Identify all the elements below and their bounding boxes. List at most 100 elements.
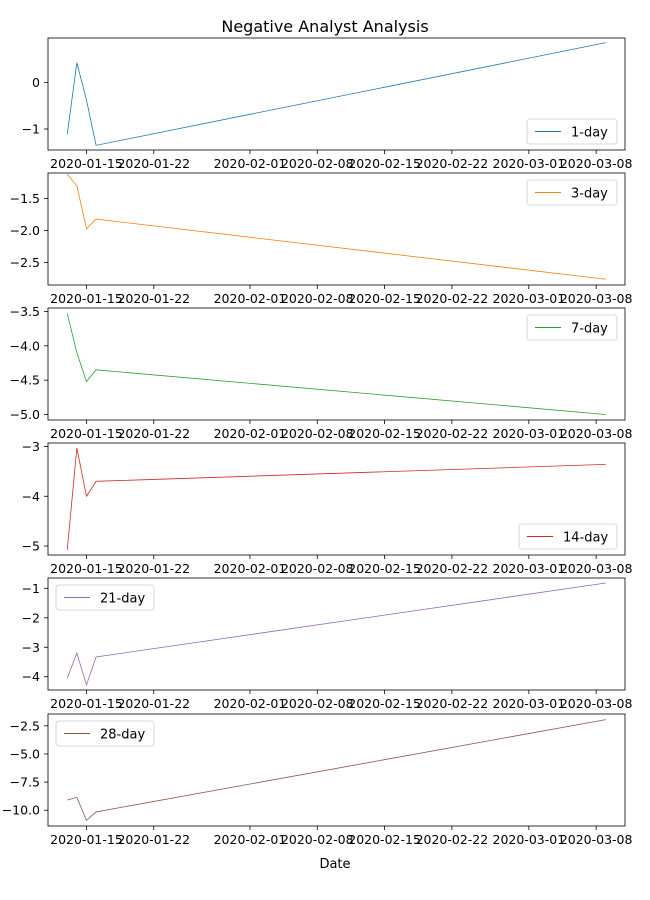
series-line-28-day [67, 719, 606, 822]
series-line-3-day [66, 174, 606, 280]
x-tick-label: 2020-03-08 [560, 832, 633, 847]
x-tick-label: 2020-02-15 [348, 561, 421, 576]
y-tick-label: 0 [32, 75, 40, 90]
x-tick-label: 2020-02-15 [348, 696, 421, 711]
x-tick-label: 2020-02-22 [416, 291, 489, 306]
y-tick-label: −1 [22, 581, 40, 596]
legend-box [526, 179, 618, 206]
legend-entry-label: 7-day [571, 322, 608, 337]
x-tick-label: 2020-03-01 [493, 561, 566, 576]
x-tick-label: 2020-01-15 [50, 426, 123, 441]
x-tick-label: 2020-01-22 [117, 696, 190, 711]
y-tick-label: −4 [22, 489, 40, 504]
x-tick-label: 2020-01-15 [50, 696, 123, 711]
legend: 1-day [526, 118, 618, 145]
y-tick-label: −10.0 [2, 803, 40, 818]
legend-entry-label: 21-day [100, 592, 145, 607]
x-tick-label: 2020-02-22 [416, 561, 489, 576]
y-tick-label: −1.5 [10, 191, 40, 206]
axes-frame [47, 37, 626, 151]
x-tick-label: 2020-03-01 [493, 832, 566, 847]
legend-entry-label: 14-day [563, 531, 608, 546]
y-tick-label: −3.5 [10, 304, 40, 319]
x-tick-label: 2020-02-01 [214, 156, 287, 171]
series-line-14-day [66, 447, 606, 551]
y-tick-label: −2.5 [10, 718, 40, 733]
x-tick-label: 2020-03-08 [560, 291, 633, 306]
x-tick-label: 2020-02-22 [416, 426, 489, 441]
x-tick-label: 2020-03-08 [560, 561, 633, 576]
y-tick-label: −4.0 [10, 338, 40, 353]
axes-frame [47, 713, 626, 827]
legend: 21-day [55, 584, 155, 611]
legend: 3-day [526, 179, 618, 206]
x-tick-label: 2020-02-22 [416, 156, 489, 171]
y-tick-label: −5 [22, 539, 40, 554]
legend: 28-day [55, 720, 155, 747]
y-tick-label: −3 [22, 640, 40, 655]
legend: 14-day [518, 523, 618, 550]
x-tick-label: 2020-01-15 [50, 156, 123, 171]
x-tick-label: 2020-01-22 [117, 832, 190, 847]
x-tick-label: 2020-03-01 [493, 696, 566, 711]
y-tick-label: −5.0 [10, 407, 40, 422]
x-tick-label: 2020-03-01 [493, 426, 566, 441]
y-tick-label: −2.5 [10, 255, 40, 270]
x-tick-label: 2020-02-22 [416, 832, 489, 847]
legend-box [55, 584, 155, 611]
y-tick-label: −1 [22, 122, 40, 137]
x-tick-label: 2020-02-08 [281, 832, 354, 847]
axes-frame [47, 442, 626, 556]
x-tick-label: 2020-03-08 [560, 426, 633, 441]
x-tick-label: 2020-02-22 [416, 696, 489, 711]
y-tick-label: −3 [22, 439, 40, 454]
y-tick-label: −2.0 [10, 223, 40, 238]
x-tick-label: 2020-03-08 [560, 696, 633, 711]
x-tick-label: 2020-02-01 [214, 561, 287, 576]
series-line-7-day [66, 313, 606, 415]
x-tick-label: 2020-02-15 [348, 156, 421, 171]
x-tick-label: 2020-01-22 [117, 561, 190, 576]
axes-frame [47, 307, 626, 421]
legend-box [526, 314, 618, 341]
y-tick-label: −5.0 [10, 746, 40, 761]
x-tick-label: 2020-02-01 [214, 426, 287, 441]
x-tick-label: 2020-03-08 [560, 156, 633, 171]
x-tick-label: 2020-01-15 [50, 291, 123, 306]
legend-entry-label: 1-day [571, 126, 608, 141]
x-tick-label: 2020-01-22 [117, 156, 190, 171]
legend: 7-day [526, 314, 618, 341]
x-tick-label: 2020-01-22 [117, 426, 190, 441]
x-tick-label: 2020-02-08 [281, 291, 354, 306]
x-tick-label: 2020-01-22 [117, 291, 190, 306]
x-tick-label: 2020-03-01 [493, 291, 566, 306]
legend-entry-label: 3-day [571, 187, 608, 202]
x-tick-label: 2020-02-15 [348, 291, 421, 306]
chart-title: Negative Analyst Analysis [221, 17, 428, 36]
legend-box [518, 523, 618, 550]
y-tick-label: −4.5 [10, 373, 40, 388]
axes-frame [47, 172, 626, 286]
axes-frame [47, 577, 626, 691]
x-axis-label: Date [319, 857, 350, 872]
x-tick-label: 2020-03-01 [493, 156, 566, 171]
series-line-21-day [66, 582, 606, 687]
y-tick-label: −4 [22, 669, 40, 684]
x-tick-label: 2020-02-15 [348, 832, 421, 847]
x-tick-label: 2020-01-15 [50, 561, 123, 576]
legend-box [526, 118, 618, 145]
legend-entry-label: 28-day [100, 728, 145, 743]
y-tick-label: −7.5 [10, 775, 40, 790]
x-tick-label: 2020-02-08 [281, 426, 354, 441]
y-tick-label: −2 [22, 610, 40, 625]
x-tick-label: 2020-02-01 [214, 291, 287, 306]
x-tick-label: 2020-02-08 [281, 561, 354, 576]
